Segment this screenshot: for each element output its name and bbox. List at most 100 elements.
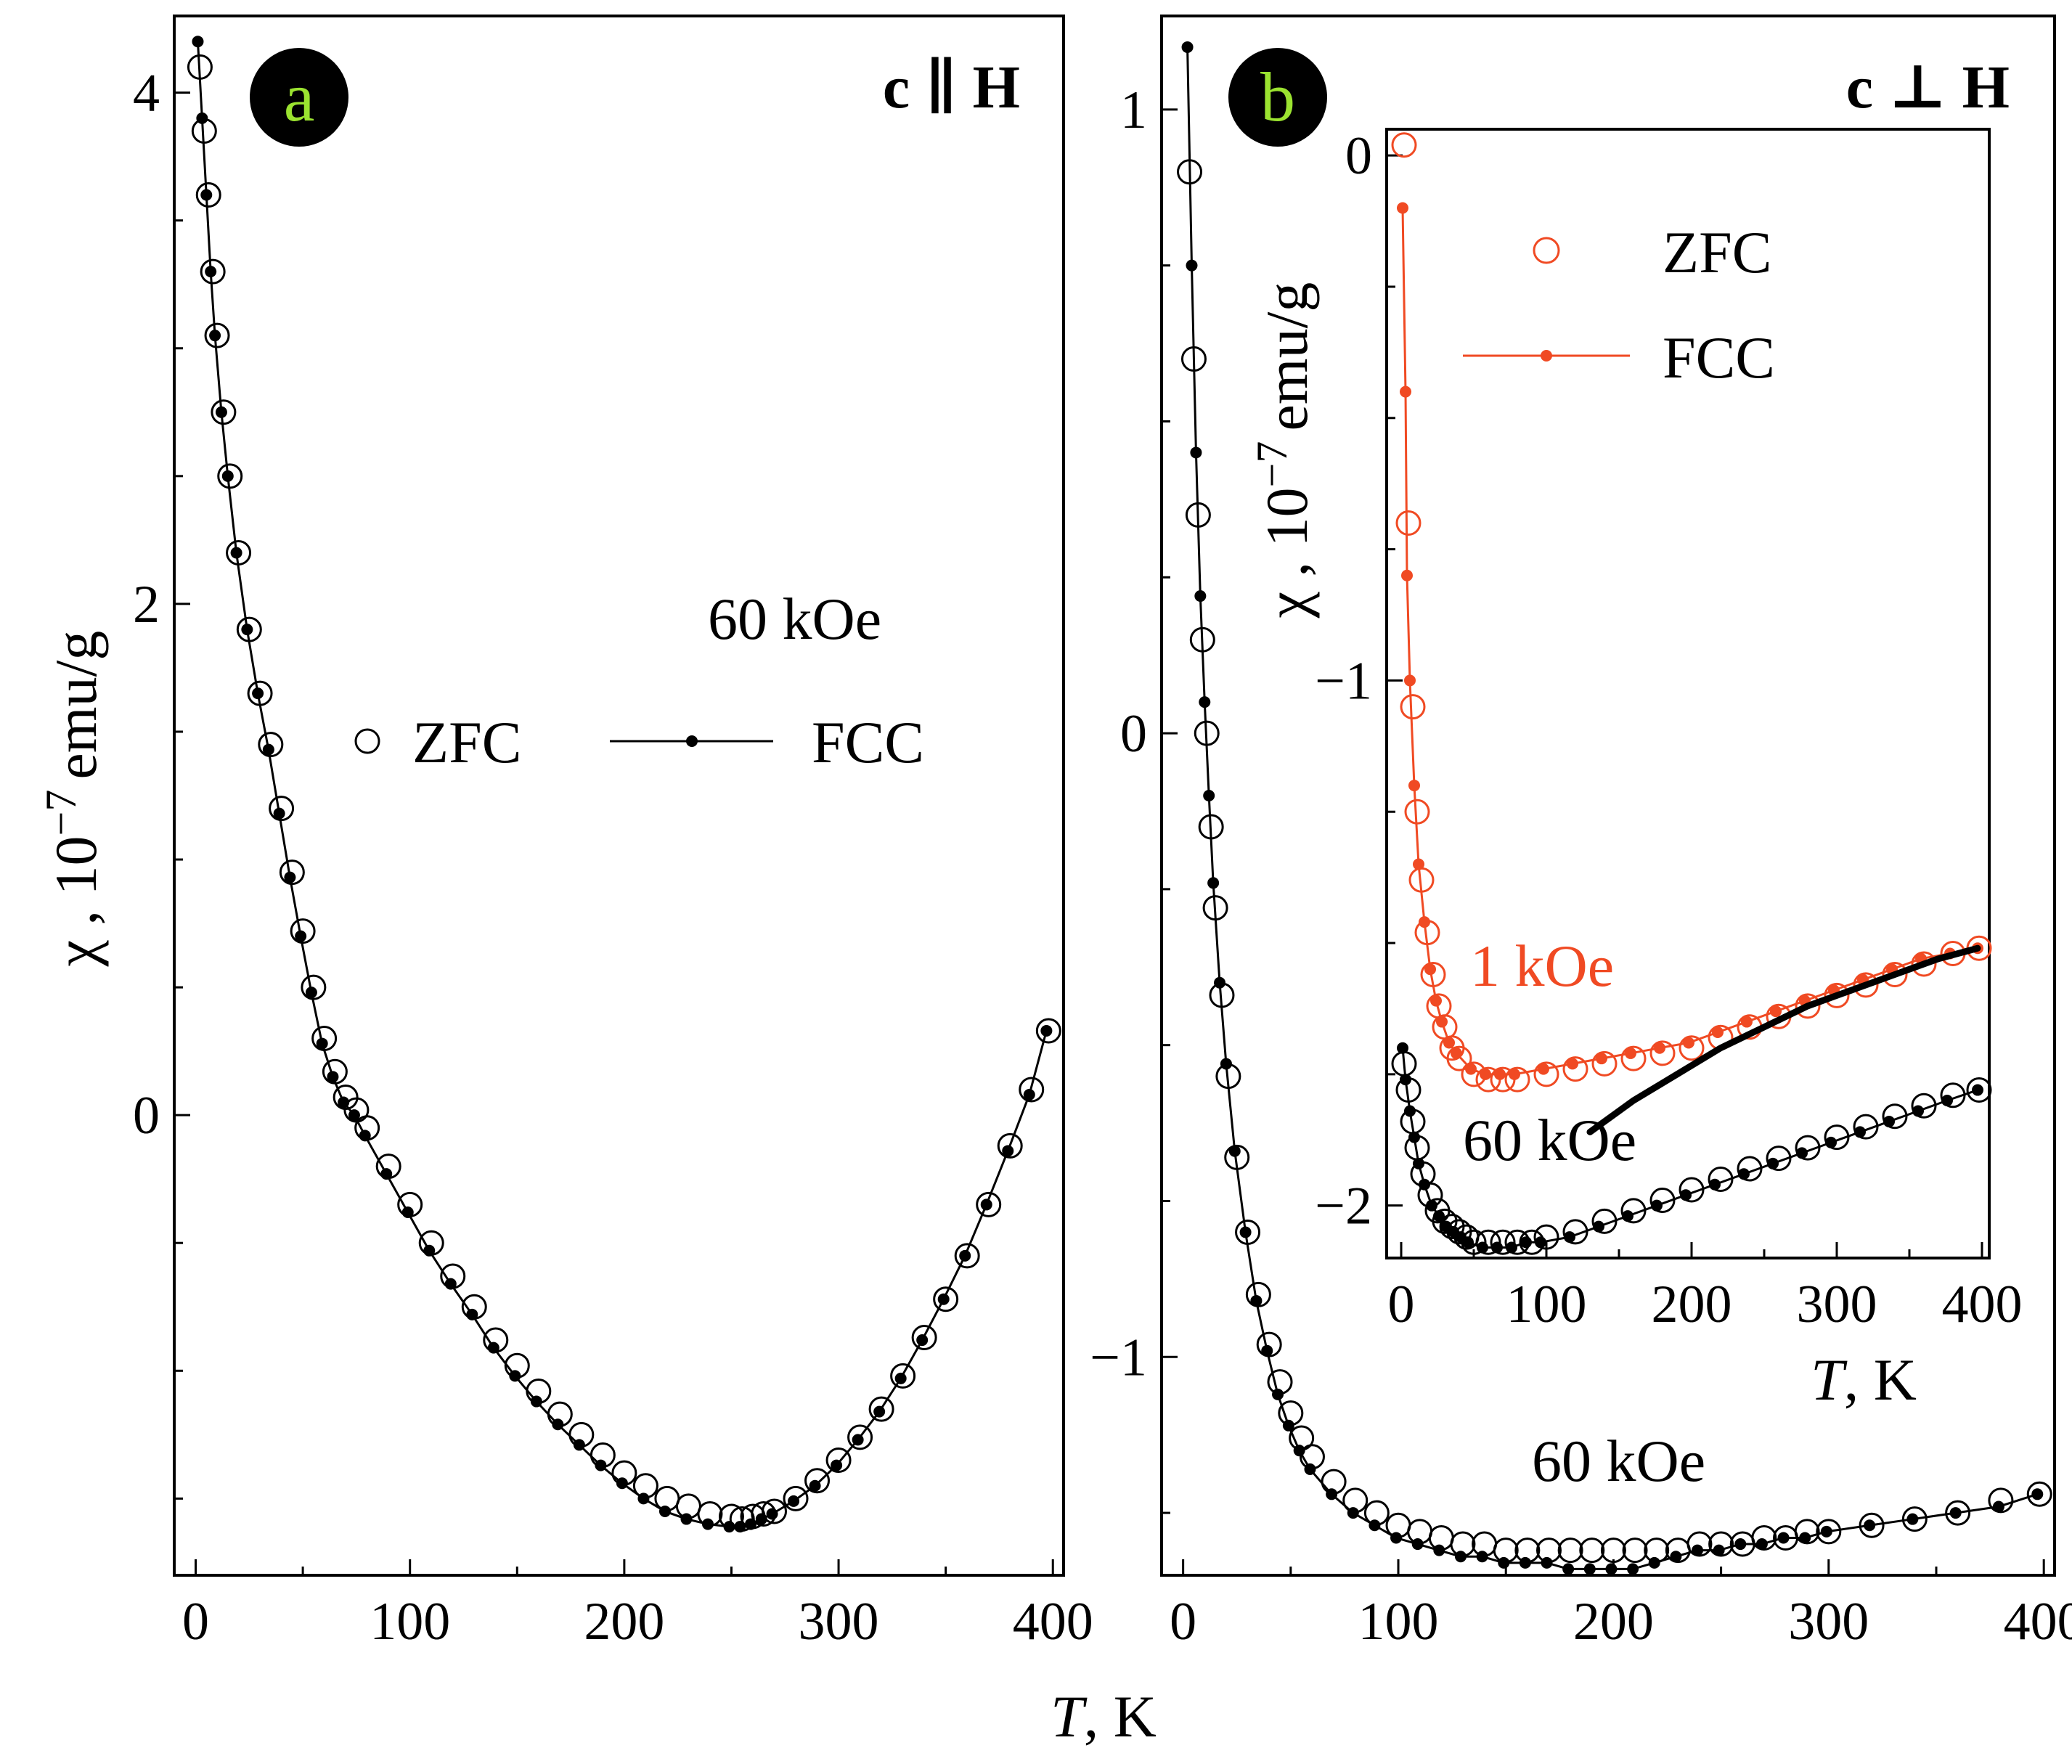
data-point-filled [1535, 1236, 1546, 1249]
data-point-filled [1347, 1507, 1359, 1519]
x-label-unit: , K [1084, 1683, 1157, 1749]
data-point-filled [1214, 976, 1226, 989]
data-point-filled [1413, 1157, 1424, 1169]
data-point-filled [788, 1495, 800, 1507]
data-point-filled [1282, 1419, 1294, 1432]
data-point-open [1579, 1538, 1605, 1564]
data-point-filled [305, 987, 317, 999]
series-line [1186, 46, 2039, 1570]
data-point-filled [327, 1071, 339, 1083]
data-point-open [868, 1396, 894, 1422]
data-point-filled [1411, 1538, 1424, 1551]
data-point-filled [1770, 1005, 1782, 1018]
data-point-open [2026, 1481, 2052, 1507]
data-point-open [890, 1363, 916, 1389]
data-point-filled [1369, 1519, 1381, 1532]
data-point-filled [241, 624, 253, 636]
y-tick-label: 4 [133, 64, 160, 123]
data-point-open [1966, 1077, 1992, 1103]
data-point-filled [1567, 1058, 1578, 1070]
data-point-open [976, 1191, 1002, 1217]
data-point-open [911, 1325, 937, 1351]
data-point-filled [1397, 1042, 1408, 1054]
data-point-filled [1220, 1058, 1232, 1070]
data-point-open [804, 1468, 831, 1494]
data-point-filled [1401, 569, 1413, 581]
data-point-filled [916, 1334, 929, 1347]
panel-a-legend-zfc: ZFC [412, 709, 521, 775]
data-point-filled [487, 1342, 499, 1354]
data-point-filled [1564, 1231, 1575, 1244]
panel-a-title: c ∥ H [883, 54, 1020, 121]
data-point-filled [1767, 1157, 1779, 1169]
data-point-open [1400, 694, 1426, 720]
data-point-open [847, 1424, 873, 1450]
data-point-open [1504, 1066, 1530, 1093]
data-point-filled [1605, 1563, 1618, 1575]
x-tick-label: 300 [1788, 1592, 1869, 1651]
panel-b-badge-label: b [1260, 58, 1295, 136]
data-point-filled [221, 470, 234, 482]
inset-legend: ZFC FCC [1463, 219, 1775, 391]
data-point-filled [200, 189, 213, 201]
data-point-open [1679, 1035, 1705, 1061]
data-point-filled [1203, 790, 1215, 801]
data-point-filled [1622, 1210, 1633, 1222]
data-point-filled [1436, 1016, 1448, 1028]
data-point-filled [894, 1372, 907, 1384]
data-point-filled [359, 1130, 371, 1142]
data-point-open [1475, 1229, 1501, 1255]
inset-series [1391, 132, 1992, 1255]
data-point-filled [273, 807, 285, 820]
data-point-filled [1538, 1063, 1549, 1075]
panel-b-field-label: 60 kOe [1532, 1428, 1705, 1494]
data-point-filled [1593, 1220, 1604, 1233]
data-point-open [933, 1286, 959, 1312]
x-tick-label: 0 [1170, 1592, 1196, 1651]
data-point-filled [380, 1168, 393, 1180]
inset-y-label-main: χ , 10 [1254, 487, 1320, 618]
y-tick-label: 1 [1120, 81, 1147, 140]
y-tick-label: 0 [1345, 126, 1372, 186]
data-point-filled [1825, 1136, 1837, 1148]
x-tick-label: 200 [1573, 1592, 1654, 1651]
data-point-open [1816, 1519, 1842, 1545]
data-point-filled [1419, 1178, 1430, 1191]
data-point-filled [1912, 1105, 1924, 1117]
data-point-open [1533, 1061, 1559, 1087]
data-point-filled [1680, 1189, 1692, 1201]
data-point-filled [637, 1493, 650, 1505]
data-point-open [204, 322, 230, 348]
data-point-filled [209, 330, 221, 342]
data-point-filled [1906, 1513, 1919, 1525]
data-point-filled [745, 1518, 757, 1530]
panel-a: 0 2 4 0 100 200 300 400 a c ∥ H 60 kOe ZFC FCC… [37, 15, 1093, 1651]
data-point-open [1035, 1018, 1061, 1044]
inset-legend-zfc: ZFC [1663, 219, 1771, 285]
data-point-filled [1738, 1168, 1750, 1180]
data-point-filled [1476, 1551, 1488, 1563]
data-point-open [1533, 1224, 1559, 1250]
data-point-open [1824, 982, 1850, 1008]
y-label-main: χ , 10 [43, 836, 109, 967]
inset-annotation-60koe: 60 kOe [1463, 1107, 1636, 1173]
inset-background [1385, 128, 1991, 1259]
data-point-filled [1419, 916, 1430, 928]
data-point-filled [1654, 1042, 1665, 1054]
inset-y-ticks: −2 −1 0 [1315, 126, 1403, 1236]
data-point-filled [831, 1459, 843, 1471]
data-point-filled [1625, 1047, 1636, 1059]
data-point-filled [552, 1418, 564, 1431]
y-tick-label: −1 [1315, 651, 1372, 711]
data-point-filled [1712, 1026, 1724, 1038]
data-point-open [1591, 1050, 1618, 1077]
panel-a-x-ticks: 0 100 200 300 400 [182, 1559, 1093, 1651]
data-point-filled [1272, 1388, 1284, 1400]
panel-a-zfc-series [187, 54, 1061, 1532]
data-point-open [825, 1447, 852, 1474]
data-point-filled [1692, 1544, 1703, 1556]
y-tick-label: −1 [1090, 1328, 1147, 1387]
data-point-filled [1627, 1563, 1639, 1575]
data-point-filled [1413, 858, 1424, 870]
data-point-filled [1562, 1563, 1575, 1575]
